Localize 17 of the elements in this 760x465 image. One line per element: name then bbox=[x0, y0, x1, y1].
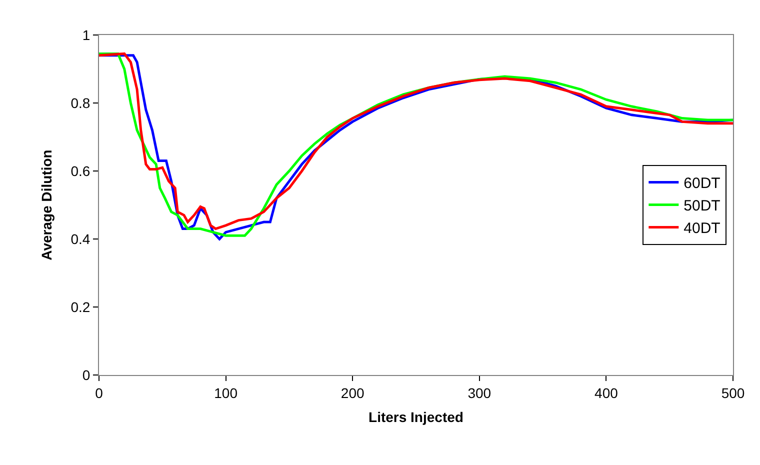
x-tick-label: 500 bbox=[721, 384, 745, 401]
x-axis-title: Liters Injected bbox=[368, 409, 464, 426]
legend-label: 60DT bbox=[684, 175, 720, 192]
x-tick-label: 100 bbox=[214, 384, 238, 401]
y-tick-label: 0.2 bbox=[70, 298, 90, 315]
x-tick-label: 0 bbox=[95, 384, 104, 401]
legend-label: 50DT bbox=[684, 198, 720, 215]
y-axis-title: Average Dilution bbox=[38, 150, 54, 260]
x-tick-label: 400 bbox=[594, 384, 618, 401]
x-tick-label: 200 bbox=[340, 384, 364, 401]
legend-label: 40DT bbox=[684, 220, 720, 238]
y-tick-label: 0.6 bbox=[70, 162, 90, 179]
y-tick-label: 0.8 bbox=[70, 94, 90, 111]
y-tick-label: 1 bbox=[82, 26, 90, 43]
y-tick-label: 0.4 bbox=[70, 230, 90, 247]
x-tick-label: 300 bbox=[468, 384, 492, 401]
y-tick-label: 0 bbox=[82, 366, 90, 383]
